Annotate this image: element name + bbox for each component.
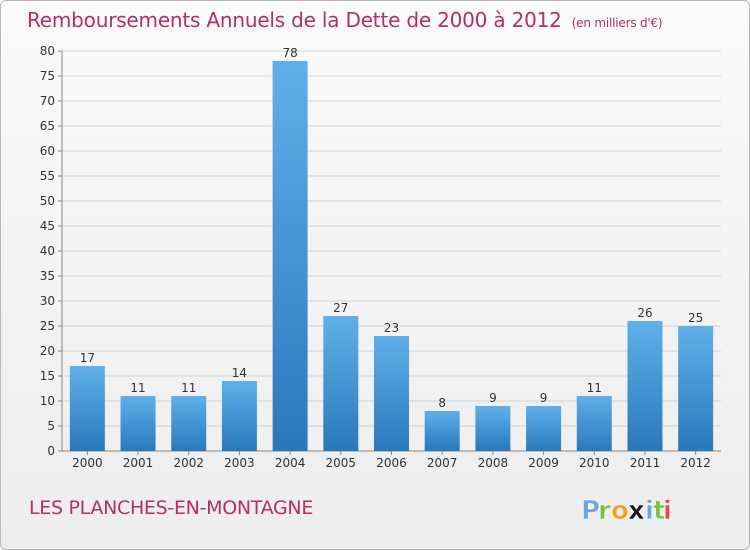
bar-2012 <box>678 326 714 451</box>
value-label-2008: 9 <box>489 391 497 405</box>
bar-2000 <box>69 366 105 451</box>
y-tick-label: 70 <box>40 94 55 108</box>
bar-2007 <box>424 411 460 451</box>
logo-letter: P <box>581 496 600 526</box>
value-label-2009: 9 <box>540 391 548 405</box>
x-tick-label-2001: 2001 <box>123 456 154 470</box>
labels: 17 2000 11 2001 11 2002 14 2003 78 2004 27 2005 23 20… <box>72 46 711 470</box>
chart-title: Remboursements Annuels de la Dette de 20… <box>27 8 663 32</box>
y-tick-label: 35 <box>40 269 55 283</box>
y-tick-label: 30 <box>40 294 55 308</box>
value-label-2001: 11 <box>130 381 145 395</box>
x-tick-label-2012: 2012 <box>680 456 711 470</box>
x-tick-label-2005: 2005 <box>326 456 357 470</box>
y-tick-label: 80 <box>40 44 55 58</box>
y-tick-label: 20 <box>40 344 55 358</box>
x-tick-label-2004: 2004 <box>275 456 306 470</box>
y-tick-label: 25 <box>40 319 55 333</box>
bars <box>69 61 714 451</box>
y-tick-label: 40 <box>40 244 55 258</box>
x-tick-label-2003: 2003 <box>224 456 255 470</box>
x-tick-label-2009: 2009 <box>528 456 559 470</box>
bar-2008 <box>475 406 511 451</box>
y-tick-label: 50 <box>40 194 55 208</box>
value-label-2010: 11 <box>587 381 602 395</box>
bar-2001 <box>120 396 156 451</box>
value-label-2007: 8 <box>438 396 446 410</box>
y-tick-label: 45 <box>40 219 55 233</box>
value-label-2006: 23 <box>384 321 399 335</box>
logo-letter: r <box>598 496 611 526</box>
y-tick-label: 55 <box>40 169 55 183</box>
bar-2002 <box>171 396 207 451</box>
y-tick-label: 75 <box>40 69 55 83</box>
y-tick-label: 60 <box>40 144 55 158</box>
y-tick-label: 10 <box>40 394 55 408</box>
value-label-2005: 27 <box>333 301 348 315</box>
value-label-2012: 25 <box>688 311 703 325</box>
bar-2010 <box>576 396 612 451</box>
x-tick-label-2006: 2006 <box>376 456 407 470</box>
bar-2006 <box>374 336 409 451</box>
commune-name: LES PLANCHES-EN-MONTAGNE <box>29 497 314 519</box>
bar-2009 <box>526 406 562 451</box>
logo-letter: i <box>663 496 672 526</box>
x-tick-label-2002: 2002 <box>173 456 204 470</box>
y-tick-label: 15 <box>40 369 55 383</box>
logo-letter: x <box>628 496 645 526</box>
x-tick-label-2008: 2008 <box>478 456 509 470</box>
logo-letter: o <box>611 496 629 526</box>
bar-2005 <box>323 316 359 451</box>
x-tick-label-2000: 2000 <box>72 456 103 470</box>
x-tick-label-2011: 2011 <box>630 456 661 470</box>
x-tick-label-2007: 2007 <box>427 456 458 470</box>
logo-letter: i <box>645 496 654 526</box>
chart-subtitle: (en milliers d'€) <box>571 16 663 30</box>
bar-2004 <box>272 61 308 451</box>
value-label-2011: 26 <box>637 306 652 320</box>
chart-title-text: Remboursements Annuels de la Dette de 20… <box>27 8 562 32</box>
value-label-2003: 14 <box>232 366 247 380</box>
logo-letter: t <box>653 496 665 526</box>
value-label-2000: 17 <box>80 351 95 365</box>
proxiti-logo: Pr o x i ti <box>581 496 673 527</box>
value-label-2002: 11 <box>181 381 196 395</box>
value-label-2004: 78 <box>282 46 297 60</box>
y-tick-label: 65 <box>40 119 55 133</box>
x-tick-label-2010: 2010 <box>579 456 610 470</box>
bar-2011 <box>627 321 663 451</box>
y-tick-label: 0 <box>47 444 55 458</box>
y-tick-label: 5 <box>47 419 55 433</box>
bar-2003 <box>221 381 257 451</box>
